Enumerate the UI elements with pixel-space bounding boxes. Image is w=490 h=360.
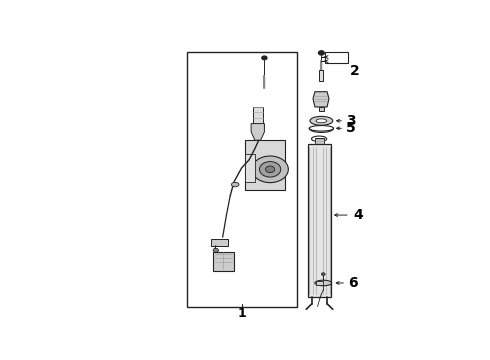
Ellipse shape [316,119,327,123]
Bar [308,144,331,297]
Text: 6: 6 [348,276,358,290]
Polygon shape [251,123,265,140]
Ellipse shape [252,156,288,183]
Ellipse shape [318,51,324,55]
Ellipse shape [309,126,334,131]
Bar [211,239,228,246]
Text: 1: 1 [237,307,246,320]
Ellipse shape [231,183,239,187]
Ellipse shape [310,116,333,125]
Bar [325,51,348,63]
Bar [213,252,234,270]
Text: 4: 4 [354,208,364,222]
Text: 5: 5 [346,121,356,135]
Ellipse shape [312,136,327,141]
Ellipse shape [260,162,281,177]
Ellipse shape [321,273,325,275]
Bar [253,107,263,123]
Polygon shape [313,92,329,107]
Text: 2: 2 [350,64,360,78]
Ellipse shape [213,248,219,252]
Bar [245,154,255,182]
Text: 3: 3 [346,114,356,128]
Ellipse shape [266,166,275,173]
Bar [319,70,323,81]
Ellipse shape [262,56,267,60]
Bar [187,51,297,307]
Bar [245,140,285,190]
Ellipse shape [315,280,332,286]
Bar [315,138,324,144]
Bar [317,281,323,285]
Bar [319,107,324,111]
